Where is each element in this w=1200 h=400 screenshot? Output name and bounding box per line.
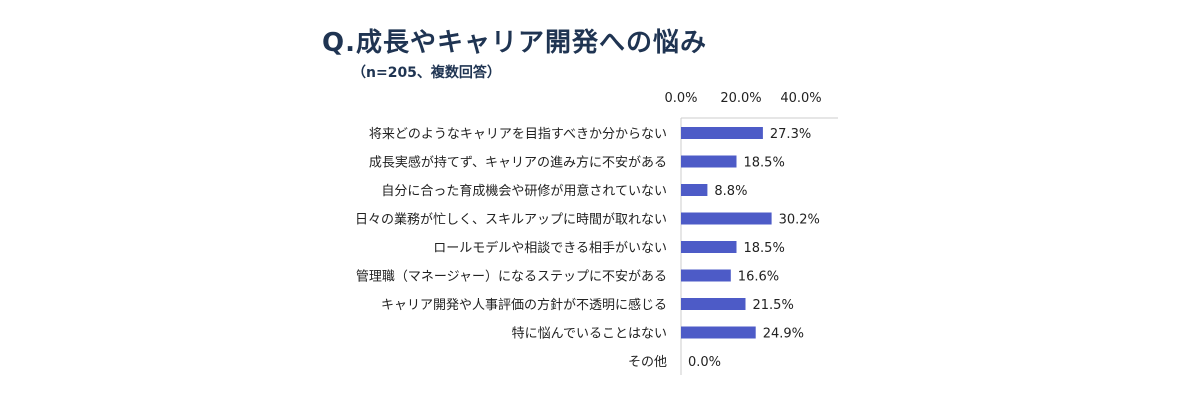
chart-title: Q.成長やキャリア開発への悩み bbox=[322, 28, 707, 58]
data-label: 18.5% bbox=[744, 156, 785, 171]
data-label: 27.3% bbox=[770, 127, 811, 142]
bar bbox=[681, 269, 731, 282]
data-label: 18.5% bbox=[744, 241, 785, 256]
bar bbox=[681, 212, 772, 225]
data-label: 16.6% bbox=[738, 270, 779, 285]
data-label: 30.2% bbox=[779, 213, 820, 228]
category-label: 成長実感が持てず、キャリアの進み方に不安がある bbox=[369, 155, 667, 171]
category-label: その他 bbox=[628, 355, 667, 370]
data-label: 0.0% bbox=[688, 355, 721, 370]
x-tick-label: 40.0% bbox=[780, 91, 821, 106]
data-label: 24.9% bbox=[763, 327, 804, 342]
data-label: 8.8% bbox=[714, 184, 747, 199]
category-label: 将来どのようなキャリアを目指すべきか分からない bbox=[369, 127, 667, 142]
x-tick-label: 20.0% bbox=[720, 91, 761, 106]
category-label: 管理職（マネージャー）になるステップに不安がある bbox=[356, 270, 667, 285]
bar bbox=[681, 326, 756, 339]
category-label: ロールモデルや相談できる相手がいない bbox=[433, 240, 667, 256]
chart-subtitle: （n=205、複数回答） bbox=[352, 65, 501, 81]
bar bbox=[681, 155, 737, 168]
data-label: 21.5% bbox=[753, 298, 794, 313]
bar bbox=[681, 184, 708, 196]
x-tick-label: 0.0% bbox=[664, 91, 697, 106]
category-label: 日々の業務が忙しく、スキルアップに時間が取れない bbox=[355, 212, 667, 228]
category-label: キャリア開発や人事評価の方針が不透明に感じる bbox=[381, 297, 667, 313]
bar bbox=[681, 127, 763, 139]
category-label: 自分に合った育成機会や研修が用意されていない bbox=[381, 183, 667, 199]
bar bbox=[681, 241, 737, 253]
category-label: 特に悩んでいることはない bbox=[512, 327, 667, 342]
bar bbox=[681, 298, 746, 310]
